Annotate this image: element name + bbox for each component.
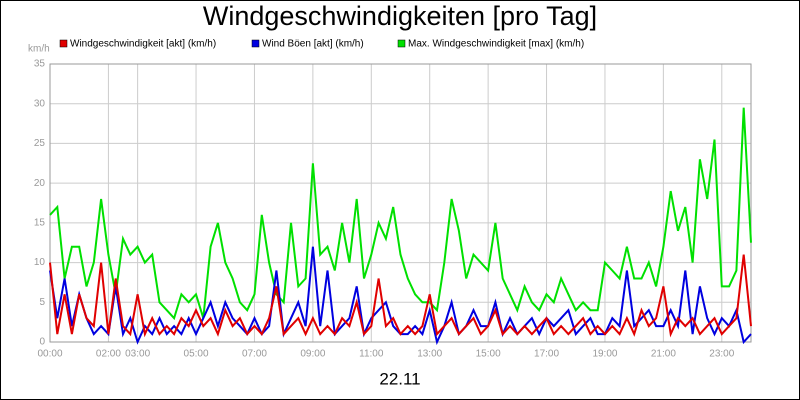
y-tick-label: 25: [34, 138, 46, 149]
x-tick-label: 21:00: [651, 349, 676, 360]
x-tick-label: 00:00: [37, 349, 62, 360]
x-tick-label: 19:00: [592, 349, 617, 360]
legend-swatch: [59, 39, 68, 48]
y-tick-label: 20: [34, 178, 46, 189]
y-tick-label: 0: [39, 337, 45, 348]
y-tick-label: 15: [34, 217, 46, 228]
x-tick-label: 09:00: [300, 349, 325, 360]
legend-swatch: [397, 39, 406, 48]
x-tick-label: 17:00: [534, 349, 559, 360]
y-tick-label: 30: [34, 98, 46, 109]
y-tick-label: 35: [34, 59, 46, 70]
x-tick-label: 15:00: [476, 349, 501, 360]
chart-title: Windgeschwindigkeiten [pro Tag]: [203, 1, 597, 31]
plot-border: [49, 63, 752, 343]
x-tick-label: 05:00: [184, 349, 209, 360]
y-tick-label: 10: [34, 257, 46, 268]
y-axis-label: km/h: [28, 44, 50, 55]
x-tick-label: 13:00: [417, 349, 442, 360]
x-axis-label: 22.11: [379, 369, 420, 388]
y-tick-label: 5: [39, 297, 45, 308]
series-line: [49, 107, 752, 321]
x-tick-label: 07:00: [242, 349, 267, 360]
x-tick-label: 03:00: [125, 349, 150, 360]
legend-label: Max. Windgeschwindigkeit [max] (km/h): [408, 39, 584, 50]
legend-swatch: [251, 39, 260, 48]
x-tick-label: 02:00: [96, 349, 121, 360]
series-line: [49, 254, 752, 338]
x-tick-label: 11:00: [359, 349, 384, 360]
legend-label: Windgeschwindigkeit [akt] (km/h): [70, 39, 216, 50]
x-tick-label: 23:00: [709, 349, 734, 360]
legend-label: Wind Böen [akt] (km/h): [262, 39, 364, 50]
